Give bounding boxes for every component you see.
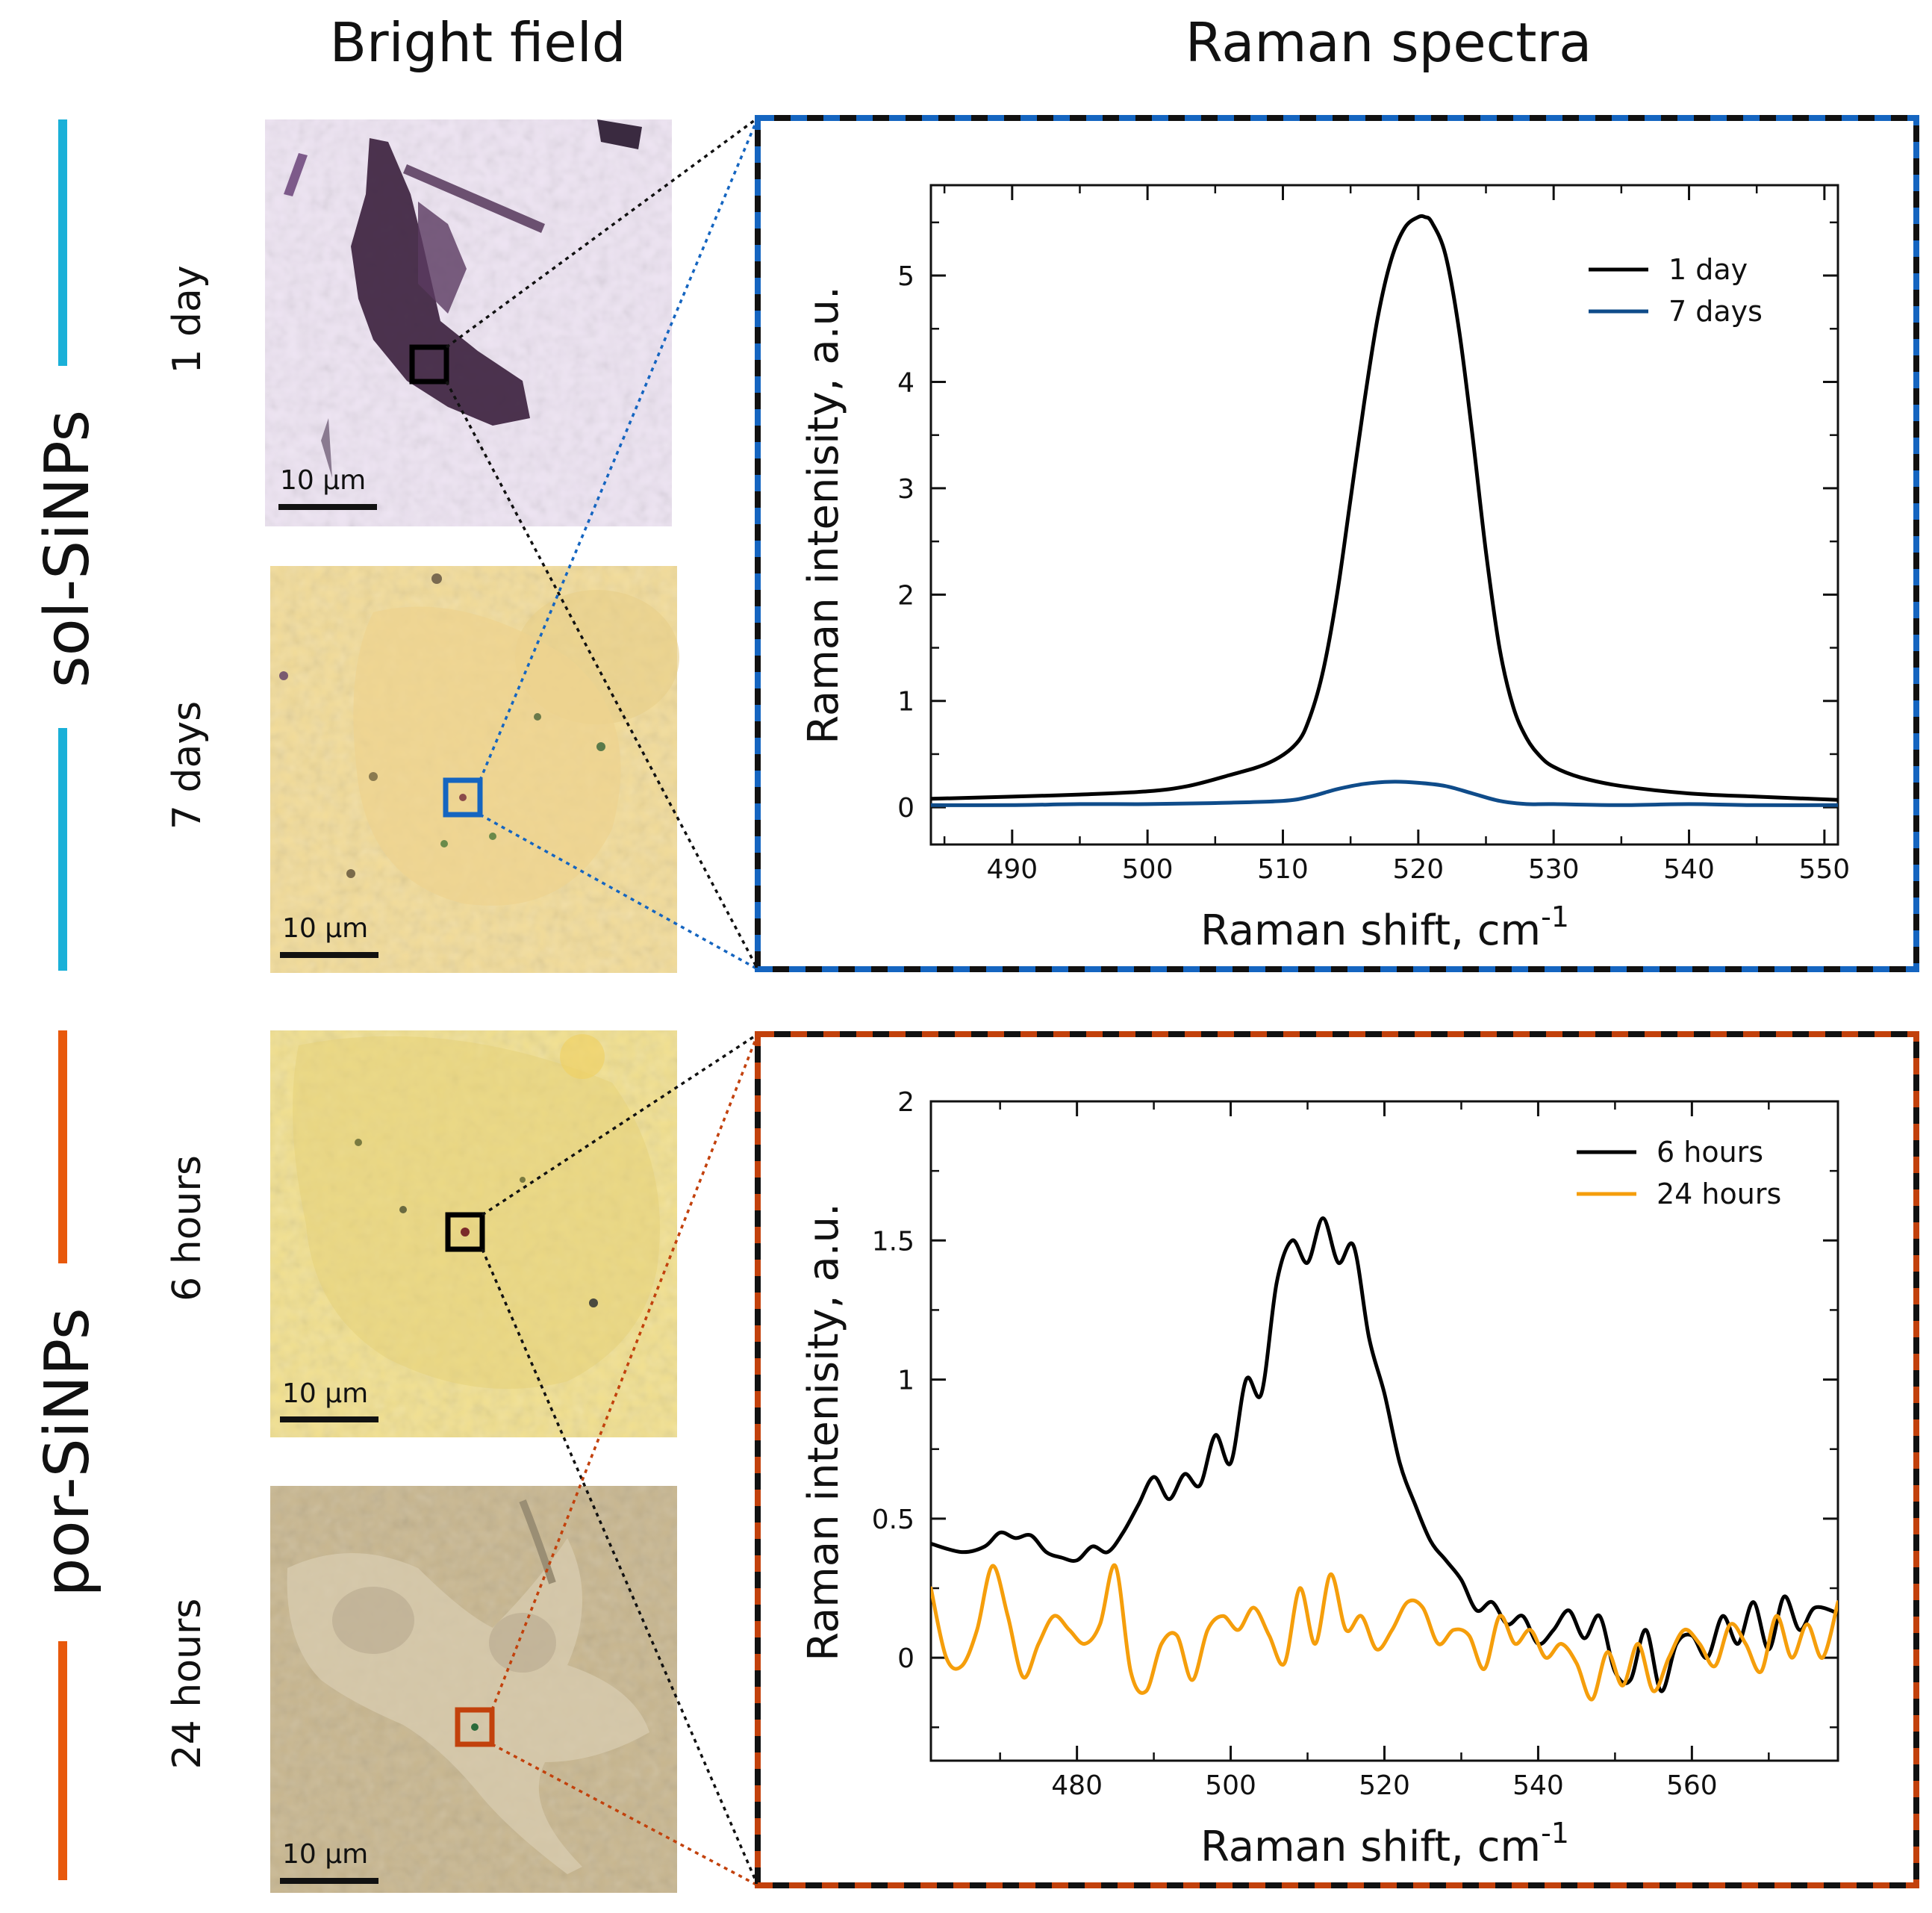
spectrum-frame-sol [755, 115, 1919, 972]
x-tick-label: 500 [1122, 854, 1174, 885]
time-label-24-hours: 24 hours [165, 1599, 210, 1770]
micrograph-1-day [265, 119, 672, 526]
y-tick-label: 4 [897, 367, 914, 398]
scale-bar-label: 10 µm [280, 465, 366, 496]
legend-label: 1 day [1668, 253, 1748, 286]
series-line-7-days [931, 780, 1838, 807]
y-tick-label: 1 [897, 687, 914, 718]
x-tick-labels: 490 500 510 520 530 540 550 [986, 854, 1850, 885]
raman-chart-sol: 490 500 510 520 530 540 550 0 1 2 3 4 5 Raman shift… [800, 184, 1850, 955]
series-lines [931, 214, 1838, 807]
y-tick-label: 0 [897, 1643, 914, 1674]
y-tick-label: 5 [897, 261, 914, 292]
y-tick-label: 2 [897, 580, 914, 611]
y-tick-labels: 0 0.5 1 1.5 2 [872, 1087, 914, 1674]
y-tick-label: 1 [897, 1366, 914, 1396]
group-sol-sinps: sol-SiNPs [32, 119, 103, 971]
spectrum-frame-por [755, 1031, 1919, 1888]
legend-label: 7 days [1668, 295, 1763, 328]
x-axis-label: Raman shift, cm-1 [1200, 900, 1569, 955]
y-tick-label: 2 [897, 1087, 914, 1118]
x-tick-label: 500 [1205, 1770, 1256, 1801]
y-tick-label: 0 [897, 793, 914, 824]
x-tick-label: 520 [1392, 854, 1444, 885]
group-bar-top [58, 119, 67, 366]
x-tick-labels: 480 500 520 540 560 [1051, 1770, 1717, 1801]
header-bright-field: Bright field [330, 11, 626, 74]
series-lines [931, 1216, 1838, 1702]
scale-bar: 10 µm [280, 1378, 378, 1422]
x-tick-label: 540 [1663, 854, 1715, 885]
tick-marks [931, 185, 1838, 844]
x-tick-label: 510 [1257, 854, 1309, 885]
x-tick-label: 530 [1528, 854, 1580, 885]
y-axis-label: Raman intenisity, a.u. [800, 1203, 848, 1661]
plot-area [929, 184, 1839, 846]
scale-bar-label: 10 µm [282, 1839, 368, 1870]
scale-bar: 10 µm [278, 465, 377, 510]
zoom-connectors [445, 116, 759, 1887]
scale-bar-label: 10 µm [282, 1378, 368, 1409]
x-tick-label: 540 [1512, 1770, 1564, 1801]
legend-label: 24 hours [1657, 1178, 1781, 1210]
y-tick-label: 1.5 [872, 1226, 914, 1257]
micrograph-7-days [270, 566, 679, 973]
x-tick-label: 550 [1799, 854, 1851, 885]
y-axis-label: Raman intenisity, a.u. [800, 286, 848, 744]
x-axis-label: Raman shift, cm-1 [1200, 1817, 1569, 1871]
time-label-1-day: 1 day [165, 265, 210, 373]
roi-box-1-day [409, 344, 449, 385]
group-bar-bottom [58, 1641, 67, 1880]
series-line-24-hours [931, 1563, 1838, 1702]
tick-marks [931, 1100, 1838, 1761]
x-tick-label: 560 [1666, 1770, 1718, 1801]
roi-box-6-hours [445, 1212, 485, 1252]
micrograph-6-hours [270, 1030, 677, 1437]
legend: 6 hours 24 hours [1577, 1136, 1781, 1210]
x-tick-label: 520 [1359, 1770, 1410, 1801]
scale-bar-label: 10 µm [282, 913, 368, 944]
series-line-6-hours [931, 1216, 1838, 1693]
roi-box-7-days [443, 777, 483, 818]
time-label-6-hours: 6 hours [165, 1155, 210, 1301]
header-raman-spectra: Raman spectra [1185, 11, 1592, 74]
legend: 1 day 7 days [1589, 253, 1763, 328]
x-tick-label: 490 [986, 854, 1038, 885]
group-bar-top [58, 1030, 67, 1263]
time-label-7-days: 7 days [165, 701, 210, 830]
group-por-sinps: por-SiNPs [32, 1030, 103, 1880]
scale-bar: 10 µm [280, 913, 378, 958]
micrograph-24-hours [270, 1486, 677, 1893]
group-bar-bottom [58, 728, 67, 971]
roi-box-24-hours [455, 1707, 495, 1747]
legend-label: 6 hours [1657, 1136, 1763, 1169]
group-label: sol-SiNPs [32, 410, 103, 688]
y-tick-labels: 0 1 2 3 4 5 [897, 261, 914, 824]
series-line-1-day [931, 214, 1838, 802]
group-label: por-SiNPs [32, 1307, 103, 1596]
y-tick-label: 3 [897, 474, 914, 505]
scale-bar: 10 µm [280, 1839, 378, 1884]
x-tick-label: 480 [1051, 1770, 1103, 1801]
raman-chart-por: 480 500 520 540 560 0 0.5 1 1.5 2 Raman shift, c… [800, 1087, 1839, 1871]
y-tick-label: 0.5 [872, 1505, 914, 1535]
